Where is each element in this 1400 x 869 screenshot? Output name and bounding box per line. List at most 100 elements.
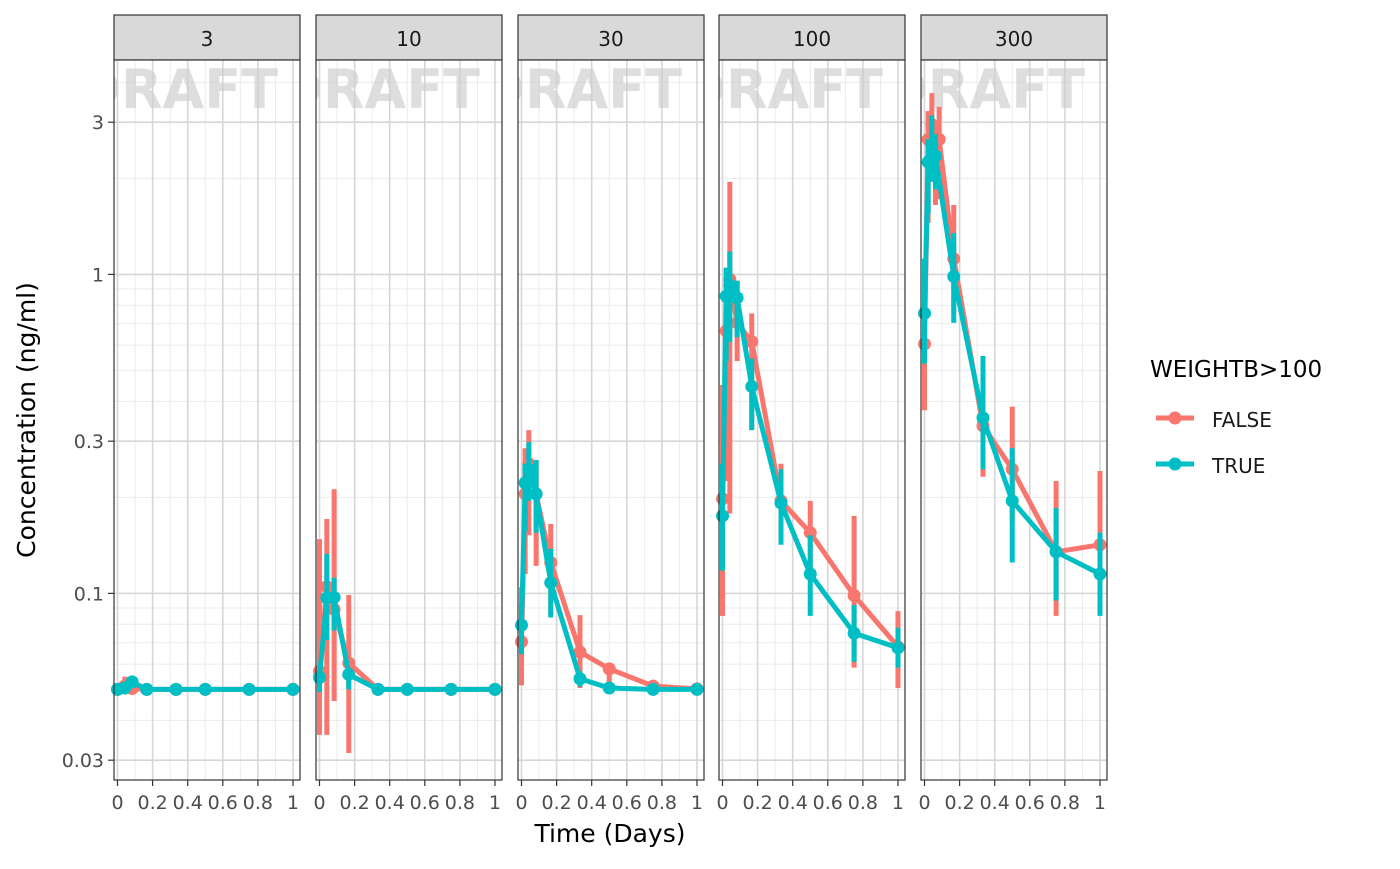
data-point xyxy=(925,138,939,152)
x-tick-label: 0.8 xyxy=(243,792,273,814)
data-point xyxy=(573,645,587,659)
x-tick-label: 0.2 xyxy=(137,792,167,814)
x-tick-label: 0.2 xyxy=(541,792,571,814)
x-tick-label: 0.8 xyxy=(445,792,475,814)
y-tick-label: 0.1 xyxy=(74,583,104,605)
facet-strip-label: 10 xyxy=(396,27,421,51)
data-point xyxy=(444,682,458,696)
x-tick-label: 0.2 xyxy=(944,792,974,814)
x-tick-label: 0.8 xyxy=(1050,792,1080,814)
x-tick-label: 0.4 xyxy=(375,792,405,814)
x-tick-label: 0.8 xyxy=(647,792,677,814)
y-tick-label: 0.3 xyxy=(74,431,104,453)
data-point xyxy=(515,618,529,632)
facet-panel-30: 30 DRAFT xyxy=(480,14,705,781)
panel-gridlines xyxy=(719,60,905,780)
x-tick-label: 1 xyxy=(287,792,299,814)
x-axes: 0 0.2 0.4 0.6 0.8 1 0 0.2 0.4 0.6 0.8 1 0 0.2 0.4 0.6 0.… xyxy=(111,780,1106,814)
data-point xyxy=(342,667,356,681)
x-tick-label: 0 xyxy=(515,792,527,814)
data-point xyxy=(1005,494,1019,508)
x-tick-label: 0.2 xyxy=(742,792,772,814)
data-point xyxy=(774,496,788,510)
x-tick-label: 1 xyxy=(1094,792,1106,814)
data-point xyxy=(529,487,543,501)
x-tick-label: 0 xyxy=(716,792,728,814)
draft-watermark: DRAFT xyxy=(681,58,883,121)
panel-background xyxy=(719,60,905,780)
facet-strip-label: 30 xyxy=(598,27,623,51)
data-point xyxy=(602,681,616,695)
facet-strip-label: 300 xyxy=(995,27,1033,51)
data-point xyxy=(847,626,861,640)
x-tick-label: 0.2 xyxy=(339,792,369,814)
x-tick-label: 0 xyxy=(111,792,123,814)
panel-gridlines xyxy=(114,60,300,780)
panel-border xyxy=(718,59,906,781)
data-point xyxy=(573,672,587,686)
x-tick-label: 0.4 xyxy=(980,792,1010,814)
facet-strip xyxy=(718,14,906,61)
facet-strip-label: 100 xyxy=(793,27,831,51)
facet-strip-label: 3 xyxy=(201,27,214,51)
data-point xyxy=(371,682,385,696)
x-tick-label: 0.6 xyxy=(1015,792,1045,814)
series-true xyxy=(918,115,1107,616)
y-axis-label: Concentration (ng/ml) xyxy=(12,282,41,558)
data-point xyxy=(745,335,759,349)
legend-key-point-true xyxy=(1168,457,1182,471)
y-tick-label: 0.03 xyxy=(62,750,104,772)
data-point xyxy=(947,269,961,283)
draft-watermark: DRAFT xyxy=(278,58,480,121)
data-point xyxy=(400,682,414,696)
data-point xyxy=(327,590,341,604)
draft-watermark: DRAFT xyxy=(480,58,682,121)
x-tick-label: 1 xyxy=(691,792,703,814)
y-tick-label: 1 xyxy=(92,264,104,286)
data-point xyxy=(928,149,942,163)
x-axis-panel-100: 0 0.2 0.4 0.6 0.8 1 xyxy=(716,780,904,814)
data-point xyxy=(803,567,817,581)
panel-border xyxy=(517,59,705,781)
x-axis-panel-300: 0 0.2 0.4 0.6 0.8 1 xyxy=(918,780,1106,814)
panel-border xyxy=(920,59,1108,781)
facet-strip xyxy=(315,14,503,61)
data-point xyxy=(544,576,558,590)
x-tick-label: 1 xyxy=(892,792,904,814)
panel-background xyxy=(114,60,300,780)
legend: WEIGHTB>100 FALSE TRUE xyxy=(1150,357,1322,478)
data-point xyxy=(803,526,817,540)
x-tick-label: 0 xyxy=(918,792,930,814)
series-true xyxy=(515,442,704,696)
data-point xyxy=(730,291,744,305)
y-tick-label: 3 xyxy=(92,112,104,134)
data-point xyxy=(646,682,660,696)
legend-entry-false: FALSE xyxy=(1156,408,1272,432)
data-point xyxy=(522,462,536,476)
data-point xyxy=(140,682,154,696)
legend-title: WEIGHTB>100 xyxy=(1150,357,1322,383)
legend-key-point-false xyxy=(1168,411,1182,425)
data-point xyxy=(1093,567,1107,581)
y-axis: 0.03 0.1 0.3 1 3 xyxy=(62,112,114,772)
facet-strip xyxy=(920,14,1108,61)
panel-border xyxy=(315,59,503,781)
data-point xyxy=(719,289,733,303)
x-axis-panel-3: 0 0.2 0.4 0.6 0.8 1 xyxy=(111,780,299,814)
data-point xyxy=(690,682,704,696)
data-point xyxy=(847,588,861,602)
x-tick-label: 0.4 xyxy=(577,792,607,814)
draft-watermark: DRAFT xyxy=(883,58,1085,121)
data-point xyxy=(242,682,256,696)
data-point xyxy=(723,278,737,292)
x-axis-label: Time (Days) xyxy=(533,819,685,848)
data-point xyxy=(602,662,616,676)
data-point xyxy=(1049,545,1063,559)
facet-panel-300: 300 DRAFT xyxy=(883,14,1108,781)
data-point xyxy=(169,682,183,696)
data-point xyxy=(976,411,990,425)
legend-entry-true: TRUE xyxy=(1156,454,1265,478)
